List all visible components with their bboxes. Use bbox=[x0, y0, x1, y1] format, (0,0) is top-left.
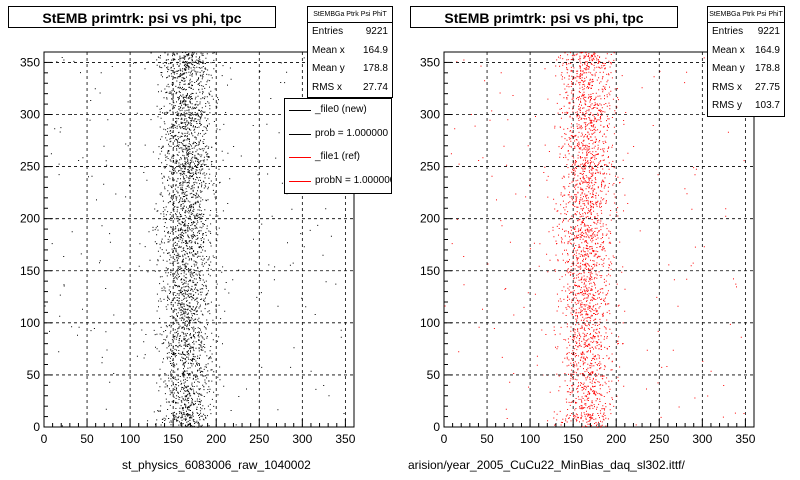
y-tick-label: 50 bbox=[27, 368, 41, 382]
right-scatter-plot: 0 50 100 150 200 250 300 350 0 50 100 150 200 250 300 3… bbox=[420, 51, 756, 446]
y-tick-label: 250 bbox=[420, 160, 440, 174]
x-tick-label: 0 bbox=[441, 432, 448, 446]
x-tick-label: 350 bbox=[335, 432, 355, 446]
y-tick-label: 300 bbox=[20, 108, 40, 122]
stats-row-mean-y: Mean y 178.8 bbox=[712, 63, 780, 74]
stats-row-mean-x: Mean x 164.9 bbox=[712, 44, 780, 56]
legend-box: _file0 (new) prob = 1.000000 _file1 (ref… bbox=[284, 98, 392, 194]
stats-row-entries: Entries 9221 bbox=[712, 26, 780, 37]
y-tick-label: 350 bbox=[20, 55, 40, 69]
x-tick-label: 350 bbox=[735, 432, 755, 446]
x-tick-label: 150 bbox=[163, 432, 183, 446]
legend-entry: probN = 1.000000 bbox=[285, 170, 391, 194]
stats-row-mean-y: Mean y 178.8 bbox=[312, 63, 388, 74]
stats-row-rms-x: RMS x 27.75 bbox=[712, 81, 780, 93]
right-stats-box: StEMBGa Ptrk Psi PhiT Entries 9221 Mean x… bbox=[707, 6, 785, 117]
stats-row-mean-x: Mean x 164.9 bbox=[312, 44, 388, 56]
x-tick-label: 50 bbox=[80, 432, 94, 446]
x-tick-label: 150 bbox=[563, 432, 583, 446]
x-tick-label: 300 bbox=[292, 432, 312, 446]
legend-entry: _file1 (ref) bbox=[285, 146, 391, 170]
right-file-label: arision/year_2005_CuCu22_MinBias_daq_sl3… bbox=[408, 458, 685, 472]
stats-header: StEMBGa Ptrk Psi PhiT bbox=[708, 7, 784, 23]
y-tick-label: 250 bbox=[20, 160, 40, 174]
y-tick-label: 50 bbox=[427, 368, 441, 382]
stats-header: StEMBGa Ptrk Psi PhiT bbox=[308, 7, 392, 23]
y-tick-label: 100 bbox=[420, 316, 440, 330]
left-file-label: st_physics_6083006_raw_1040002 bbox=[122, 458, 311, 472]
x-tick-label: 200 bbox=[206, 432, 226, 446]
stats-row-entries: Entries 9221 bbox=[312, 26, 388, 37]
y-tick-label: 350 bbox=[420, 55, 440, 69]
x-tick-label: 100 bbox=[120, 432, 140, 446]
right-plot-title: StEMB primtrk: psi vs phi, tpc bbox=[410, 6, 678, 28]
left-stats-box: StEMBGa Ptrk Psi PhiT Entries 9221 Mean x… bbox=[307, 6, 393, 98]
y-tick-label: 100 bbox=[20, 316, 40, 330]
y-tick-label: 300 bbox=[420, 108, 440, 122]
legend-entry: _file0 (new) bbox=[285, 99, 391, 123]
left-plot-title: StEMB primtrk: psi vs phi, tpc bbox=[8, 6, 276, 28]
x-tick-label: 100 bbox=[520, 432, 540, 446]
stats-row-rms-x: RMS x 27.74 bbox=[312, 81, 388, 93]
x-tick-label: 250 bbox=[249, 432, 269, 446]
x-tick-label: 50 bbox=[480, 432, 494, 446]
y-tick-label: 150 bbox=[420, 264, 440, 278]
x-tick-label: 300 bbox=[692, 432, 712, 446]
legend-entry: prob = 1.000000 bbox=[285, 123, 391, 147]
y-tick-label: 150 bbox=[20, 264, 40, 278]
y-tick-label: 0 bbox=[433, 420, 440, 434]
x-tick-label: 200 bbox=[606, 432, 626, 446]
x-tick-label: 250 bbox=[649, 432, 669, 446]
stats-row-rms-y: RMS y 103.7 bbox=[712, 100, 780, 111]
y-tick-label: 200 bbox=[420, 212, 440, 226]
x-tick-label: 0 bbox=[41, 432, 48, 446]
y-tick-label: 200 bbox=[20, 212, 40, 226]
y-tick-label: 0 bbox=[33, 420, 40, 434]
